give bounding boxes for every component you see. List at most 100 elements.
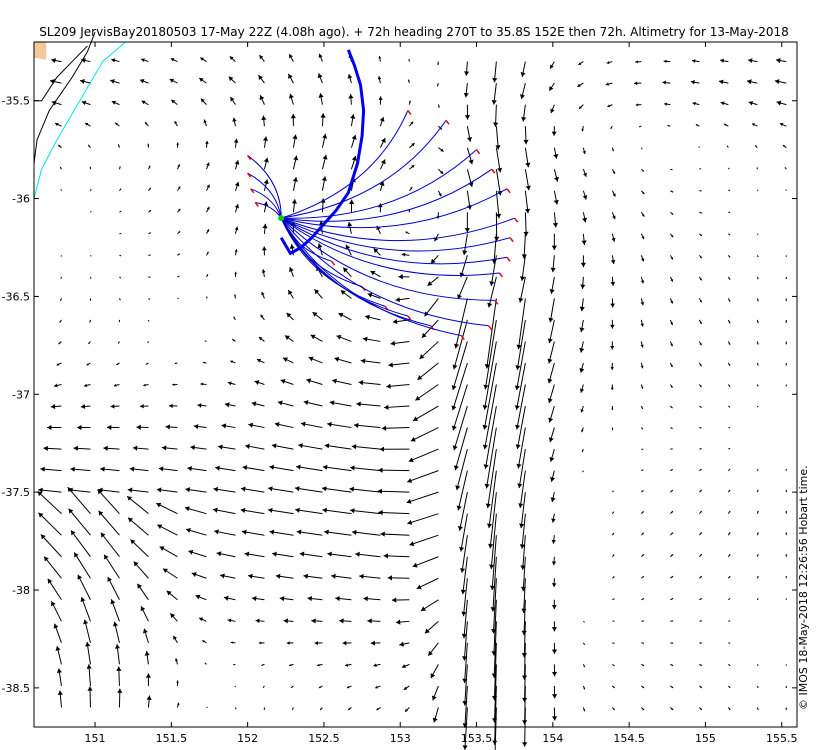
velocity-arrowhead <box>340 290 346 296</box>
velocity-arrow <box>126 495 149 515</box>
velocity-arrowhead <box>199 617 204 622</box>
velocity-arrowhead <box>127 496 133 501</box>
velocity-arrowhead <box>671 190 674 193</box>
y-tick-label: -36 <box>12 193 30 206</box>
velocity-arrowhead <box>295 507 300 513</box>
velocity-arrowhead <box>50 79 55 85</box>
velocity-arrowhead <box>170 58 175 62</box>
velocity-arrowhead <box>728 342 731 345</box>
velocity-arrow <box>409 534 439 546</box>
velocity-arrowhead <box>40 534 46 540</box>
velocity-arrowhead <box>492 77 498 83</box>
velocity-arrowhead <box>757 277 759 280</box>
velocity-arrowhead <box>60 277 62 279</box>
velocity-arrowhead <box>351 444 357 450</box>
velocity-arrowhead <box>461 633 467 639</box>
velocity-arrowhead <box>327 421 332 427</box>
velocity-arrowhead <box>579 105 582 109</box>
velocity-arrowhead <box>579 306 585 312</box>
velocity-arrowhead <box>292 708 294 710</box>
velocity-arrowhead <box>383 553 389 559</box>
velocity-arrowhead <box>700 686 702 688</box>
velocity-arrowhead <box>292 177 298 182</box>
velocity-arrow <box>349 488 381 493</box>
velocity-arrowhead <box>148 320 150 322</box>
velocity-arrowhead <box>613 686 615 689</box>
velocity-arrowhead <box>641 236 645 240</box>
velocity-arrowhead <box>47 578 53 584</box>
velocity-arrowhead <box>613 620 615 622</box>
velocity-arrowhead <box>230 641 233 644</box>
velocity-arrowhead <box>321 176 327 182</box>
velocity-arrowhead <box>489 564 495 570</box>
velocity-arrowhead <box>251 596 257 602</box>
velocity-arrow <box>495 169 502 196</box>
velocity-arrowhead <box>388 362 393 368</box>
velocity-arrowhead <box>640 365 644 369</box>
velocity-arrow <box>493 642 497 701</box>
velocity-arrowhead <box>464 71 470 76</box>
velocity-arrowhead <box>642 642 645 644</box>
velocity-arrowhead <box>176 702 180 706</box>
velocity-arrowhead <box>640 301 645 306</box>
velocity-arrowhead <box>611 237 616 242</box>
velocity-arrowhead <box>234 294 237 297</box>
velocity-arrowhead <box>671 686 674 688</box>
velocity-arrowhead <box>145 363 148 365</box>
velocity-arrow <box>350 466 381 472</box>
velocity-arrowhead <box>612 149 614 152</box>
velocity-arrowhead <box>521 653 527 658</box>
velocity-arrowhead <box>612 193 616 197</box>
velocity-arrow <box>37 490 62 515</box>
velocity-arrowhead <box>50 404 56 410</box>
velocity-arrowhead <box>378 96 383 100</box>
velocity-arrowhead <box>234 226 239 231</box>
velocity-arrowhead <box>641 214 645 217</box>
velocity-arrowhead <box>410 187 413 190</box>
velocity-arrowhead <box>515 444 521 449</box>
velocity-arrowhead <box>424 628 430 634</box>
velocity-arrowhead <box>213 507 218 513</box>
velocity-arrowhead <box>261 664 263 666</box>
velocity-arrowhead <box>306 378 312 384</box>
forecast-path <box>280 217 500 276</box>
velocity-arrow <box>296 530 323 536</box>
velocity-arrowhead <box>98 510 104 516</box>
velocity-arrowhead <box>757 576 759 578</box>
velocity-arrowhead <box>484 483 490 489</box>
velocity-arrow <box>462 556 468 595</box>
velocity-arrowhead <box>582 150 586 154</box>
velocity-arrows <box>37 53 787 750</box>
velocity-arrowhead <box>283 618 288 624</box>
velocity-arrowhead <box>56 363 60 366</box>
velocity-arrow <box>81 596 91 622</box>
velocity-arrowhead <box>90 255 92 257</box>
velocity-arrowhead <box>129 466 135 472</box>
velocity-arrowhead <box>670 343 673 347</box>
velocity-arrowhead <box>254 380 260 385</box>
velocity-arrowhead <box>171 99 176 104</box>
y-tick-label: -37 <box>12 388 30 401</box>
velocity-arrowhead <box>81 100 87 106</box>
coastline <box>34 45 88 102</box>
velocity-arrowhead <box>521 608 527 614</box>
velocity-arrowhead <box>56 668 62 674</box>
x-tick-label: 154.5 <box>613 732 645 745</box>
velocity-arrowhead <box>206 162 210 167</box>
velocity-arrowhead <box>311 618 316 624</box>
velocity-arrowhead <box>379 446 385 452</box>
velocity-arrowhead <box>88 144 90 147</box>
velocity-arrowhead <box>700 448 702 450</box>
velocity-arrowhead <box>184 506 190 512</box>
velocity-arrowhead <box>220 573 225 579</box>
forecast-path <box>281 110 409 219</box>
velocity-arrowhead <box>437 63 440 66</box>
velocity-arrow <box>294 487 323 493</box>
velocity-arrowhead <box>484 364 490 369</box>
velocity-arrowhead <box>60 255 62 257</box>
velocity-arrowhead <box>421 332 427 338</box>
velocity-arrowhead <box>148 165 151 168</box>
velocity-arrowhead <box>671 490 673 492</box>
velocity-arrowhead <box>296 529 302 535</box>
velocity-arrowhead <box>670 322 673 326</box>
